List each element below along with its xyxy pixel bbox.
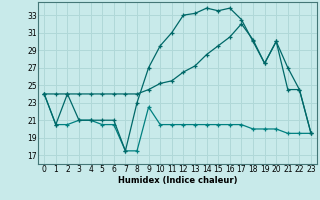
X-axis label: Humidex (Indice chaleur): Humidex (Indice chaleur) — [118, 176, 237, 185]
